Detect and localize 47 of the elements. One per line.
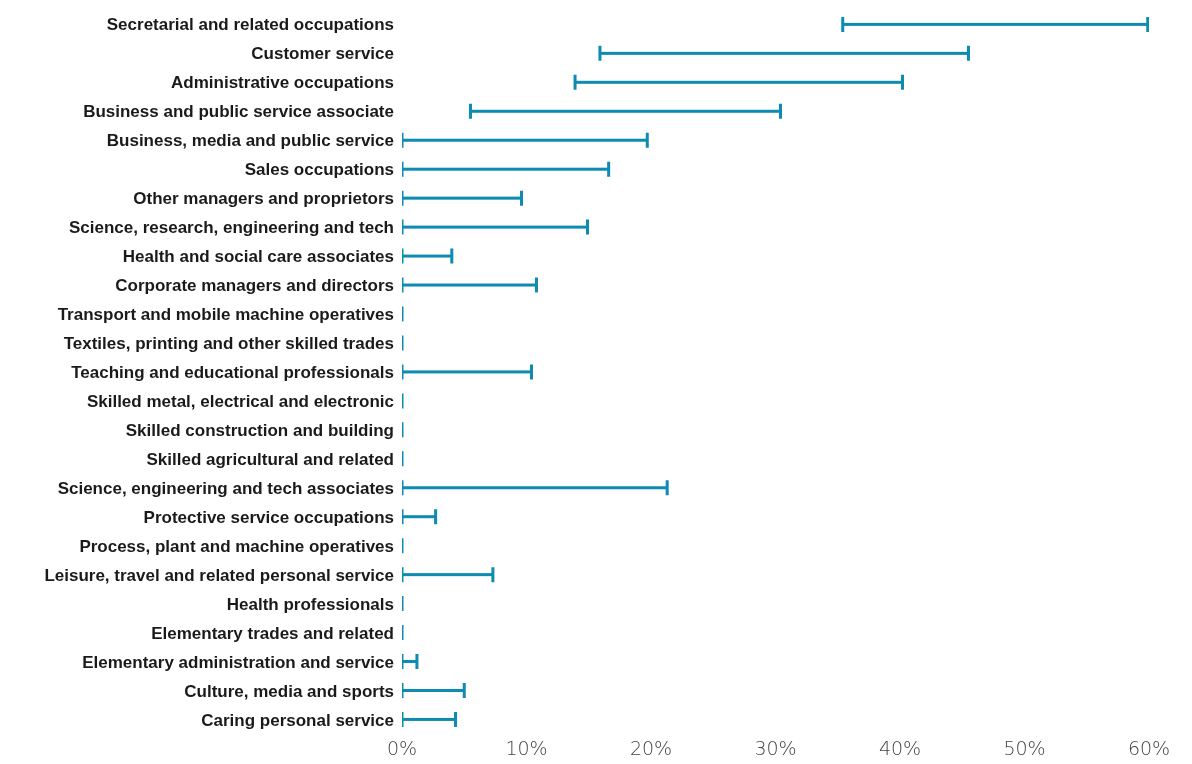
y-tick-label: Other managers and proprietors	[133, 189, 394, 209]
y-tick-label: Textiles, printing and other skilled trades	[63, 334, 394, 354]
bar	[402, 225, 588, 229]
bar	[402, 254, 452, 258]
y-tick-label: Protective service occupations	[143, 507, 394, 527]
bar	[402, 138, 648, 142]
y-tick-label: Secretarial and related occupations	[106, 15, 394, 35]
bar	[402, 573, 493, 577]
y-tick-label: Health professionals	[226, 594, 394, 614]
y-tick-label: Skilled construction and building	[125, 420, 394, 440]
y-tick-label: Process, plant and machine operatives	[79, 536, 394, 556]
bar	[402, 688, 465, 692]
bar	[402, 717, 456, 721]
y-tick-label: Sales occupations	[244, 160, 394, 180]
y-tick-label: Skilled agricultural and related	[146, 449, 394, 469]
bar	[402, 370, 532, 374]
y-tick-label: Science, research, engineering and tech	[68, 218, 394, 238]
y-tick-label: Caring personal service	[201, 710, 394, 730]
y-tick-label: Skilled metal, electrical and electronic	[86, 391, 394, 411]
bar	[842, 22, 1148, 26]
y-tick-label: Elementary administration and service	[82, 652, 394, 672]
x-tick-label: 40%	[878, 737, 922, 760]
bar	[470, 109, 781, 113]
bar	[402, 167, 609, 171]
bar	[402, 283, 537, 287]
y-tick-label: Administrative occupations	[171, 73, 394, 93]
y-tick-label: Corporate managers and directors	[115, 276, 394, 296]
bar	[402, 486, 668, 490]
y-tick-label: Culture, media and sports	[184, 681, 394, 701]
bar	[575, 80, 903, 84]
y-tick-label: Customer service	[251, 44, 394, 64]
x-tick-label: 50%	[1003, 737, 1046, 760]
x-tick-label: 0%	[386, 737, 418, 760]
y-tick-label: Elementary trades and related	[151, 623, 394, 643]
y-tick-label: Transport and mobile machine operatives	[57, 305, 394, 325]
y-tick-label: Business, media and public service	[106, 131, 394, 151]
x-tick-label: 60%	[1127, 737, 1171, 760]
x-tick-label: 30%	[754, 737, 797, 760]
x-tick-label: 10%	[505, 737, 548, 760]
y-tick-label: Health and social care associates	[122, 247, 394, 267]
bar	[599, 51, 969, 55]
y-tick-label: Leisure, travel and related personal service	[44, 565, 394, 585]
x-tick-label: 20%	[629, 737, 673, 760]
y-tick-label: Teaching and educational professionals	[71, 363, 394, 382]
y-tick-label: Business and public service associate	[83, 102, 394, 122]
bar	[402, 196, 522, 200]
y-tick-label: Science, engineering and tech associates	[57, 478, 394, 498]
